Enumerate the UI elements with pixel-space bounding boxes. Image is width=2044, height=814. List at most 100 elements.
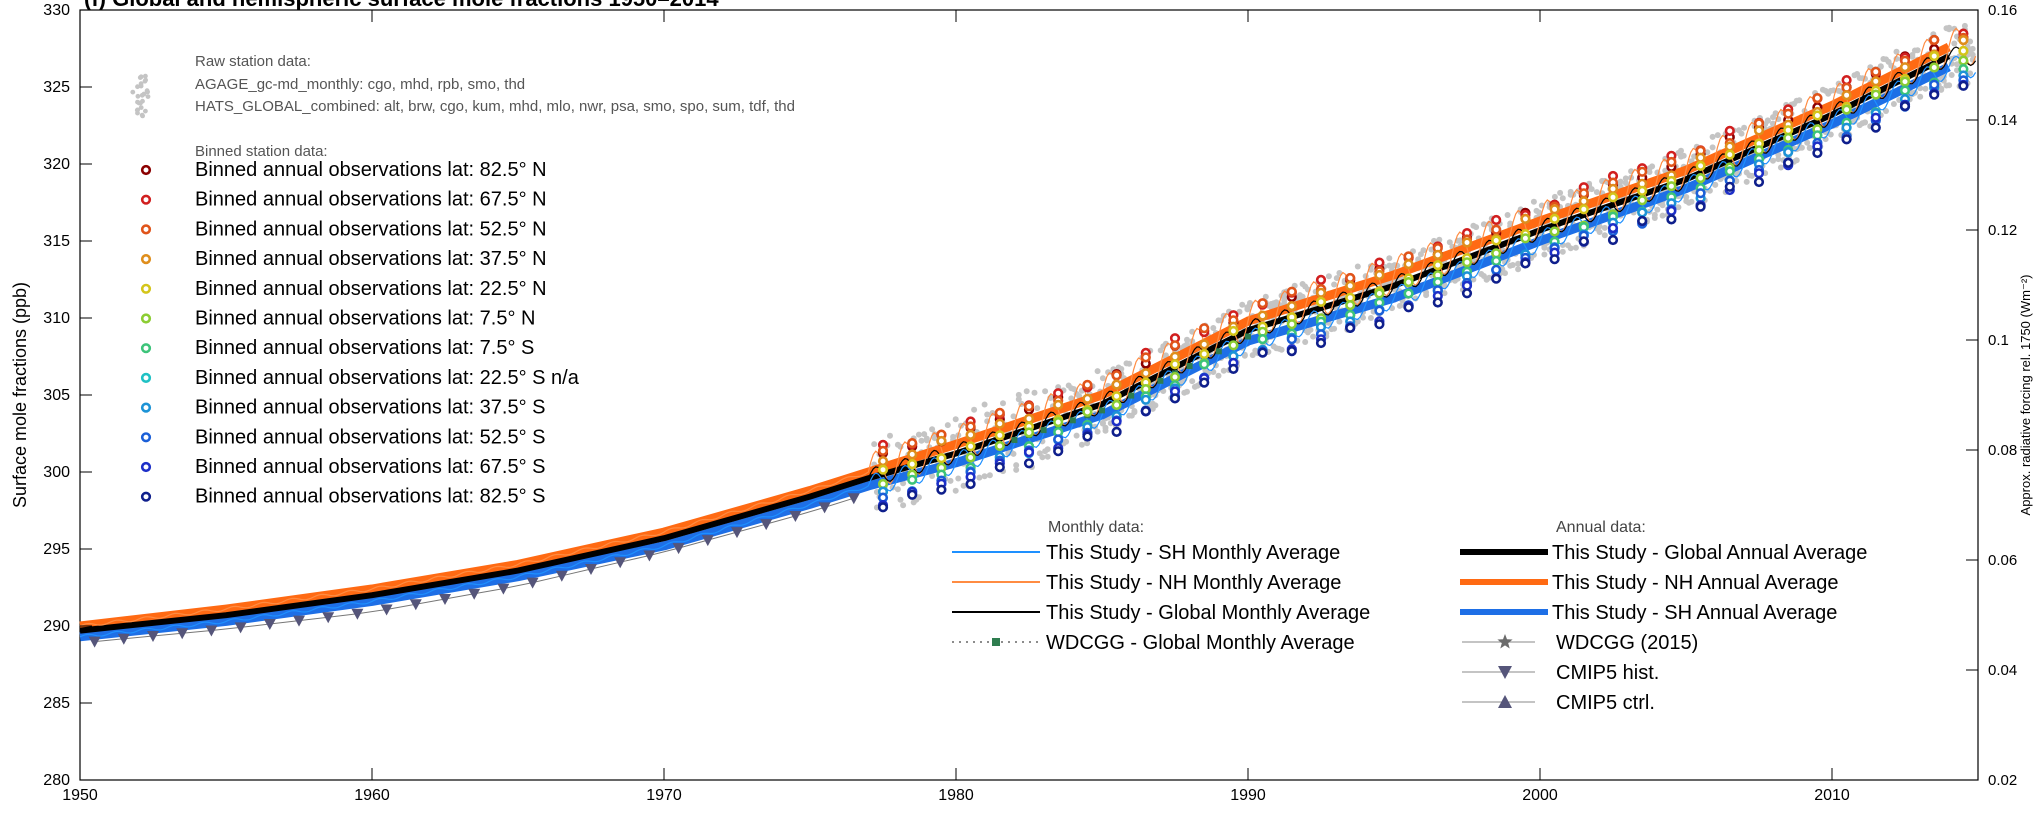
binned-observation-marker (1315, 274, 1327, 286)
raw-station-point (921, 431, 928, 438)
x-tick-label: 2010 (1814, 787, 1850, 804)
binned-observation-marker (1374, 257, 1385, 268)
raw-station-point (1877, 63, 1884, 70)
raw-legend-dot (136, 100, 142, 106)
binned-legend-entries: Binned annual observations lat: 82.5° N B… (140, 159, 580, 508)
raw-station-point (1551, 193, 1558, 200)
raw-station-point (976, 474, 983, 481)
binned-legend-marker (140, 343, 152, 354)
binned-observation-marker (1958, 80, 1969, 91)
binned-legend-label: Binned annual observations lat: 67.5° N (195, 189, 547, 211)
binned-observation-marker (1374, 319, 1385, 330)
binned-observation-marker (1169, 393, 1181, 404)
axes-layer: 1950 1960 1970 1980 1990 2000 2010 280 285 290 295… (43, 2, 2017, 804)
y-tick-label: 320 (43, 156, 70, 173)
binned-observation-marker (1345, 272, 1356, 284)
raw-legend-dot (145, 94, 151, 99)
binned-observation-marker (1929, 89, 1940, 100)
y-tick-label: 300 (43, 464, 70, 481)
binned-legend-label: Binned annual observations lat: 82.5° S (195, 486, 545, 508)
binned-observation-marker (994, 407, 1005, 419)
binned-legend-marker (140, 461, 152, 473)
binned-observation-marker (1432, 249, 1443, 260)
raw-station-point (1031, 389, 1038, 396)
raw-station-point (1094, 428, 1101, 435)
binned-observation-marker (877, 502, 889, 513)
raw-station-point (1042, 388, 1049, 395)
raw-station-point (1649, 163, 1656, 170)
raw-station-point (1241, 352, 1248, 359)
binned-legend-marker (140, 194, 152, 205)
raw-station-point (1013, 466, 1020, 473)
binned-observation-marker (1929, 34, 1940, 46)
raw-station-point (950, 433, 957, 440)
raw-station-point (929, 473, 936, 479)
cmip5-hist-marker (439, 594, 451, 605)
cmip5-hist-marker (147, 631, 159, 642)
binned-observation-marker (1666, 156, 1677, 168)
raw-station-point (1010, 450, 1017, 457)
raw-station-point (1184, 341, 1190, 348)
raw-station-point (1446, 239, 1453, 246)
binned-observation-marker (1695, 152, 1706, 163)
binned-observation-marker (1315, 296, 1327, 308)
annual-legend-heading: Annual data: (1556, 519, 1646, 536)
binned-observation-marker (1841, 90, 1852, 101)
binned-legend-label: Binned annual observations lat: 7.5° N (195, 308, 535, 330)
binned-observation-marker (1140, 352, 1151, 363)
binned-observation-marker (1870, 76, 1881, 87)
binned-observation-marker (1870, 89, 1881, 100)
raw-station-point (1749, 172, 1755, 179)
raw-station-point (1709, 133, 1716, 140)
wdcgg-monthly-point (1040, 427, 1047, 434)
binned-observation-marker (1315, 287, 1327, 298)
raw-station-point (1457, 237, 1464, 244)
binned-observation-marker (1140, 406, 1151, 417)
raw-station-point (1796, 97, 1803, 104)
cmip5-hist-marker (672, 543, 685, 555)
binned-observation-marker (1053, 399, 1064, 411)
binned-observation-marker (1607, 192, 1619, 203)
binned-observation-marker (1607, 223, 1619, 234)
raw-station-point (1909, 52, 1916, 58)
binned-observation-marker (1753, 168, 1765, 179)
cmip5-hist-marker (263, 619, 276, 630)
cmip5-hist-marker (468, 588, 481, 600)
raw-station-point (1646, 169, 1653, 175)
cmip5-hist-marker (322, 612, 335, 624)
annual-legend-label: CMIP5 hist. (1556, 662, 1659, 684)
raw-station-point (1622, 175, 1629, 182)
binned-observation-marker (1169, 340, 1181, 351)
binned-observation-marker (1549, 204, 1560, 215)
binned-observation-marker (1724, 149, 1735, 160)
cmip5-hist-marker (731, 527, 743, 539)
binned-observation-marker (1257, 334, 1268, 345)
raw-station-point (1013, 462, 1020, 469)
binned-legend-marker (140, 224, 152, 235)
binned-observation-marker (1199, 348, 1210, 360)
raw-station-point (1917, 93, 1924, 100)
binned-observation-marker (965, 421, 976, 432)
raw-station-point (1480, 221, 1487, 228)
binned-observation-marker (1023, 401, 1035, 412)
binned-observation-marker (1432, 277, 1443, 288)
raw-station-point (897, 496, 904, 503)
annual-legend-label: This Study - NH Annual Average (1552, 572, 1838, 594)
binned-observation-marker (1841, 134, 1852, 145)
raw-station-point (1764, 117, 1771, 124)
binned-observation-marker (907, 474, 918, 485)
raw-legend-dot (137, 75, 143, 80)
cmip5-hist-marker (117, 633, 130, 645)
binned-observation-marker (1169, 371, 1181, 383)
raw-station-point (1741, 124, 1748, 131)
raw-station-point (1770, 157, 1776, 164)
raw-station-point (1015, 391, 1022, 398)
raw-station-point (1951, 25, 1958, 32)
raw-station-point (1622, 180, 1629, 186)
raw-station-point (1709, 144, 1716, 151)
raw-station-point (1278, 346, 1285, 353)
raw-station-point (1307, 326, 1314, 333)
binned-observation-marker (1899, 85, 1911, 96)
raw-legend-dot (139, 112, 145, 118)
raw-station-point (1743, 178, 1750, 185)
